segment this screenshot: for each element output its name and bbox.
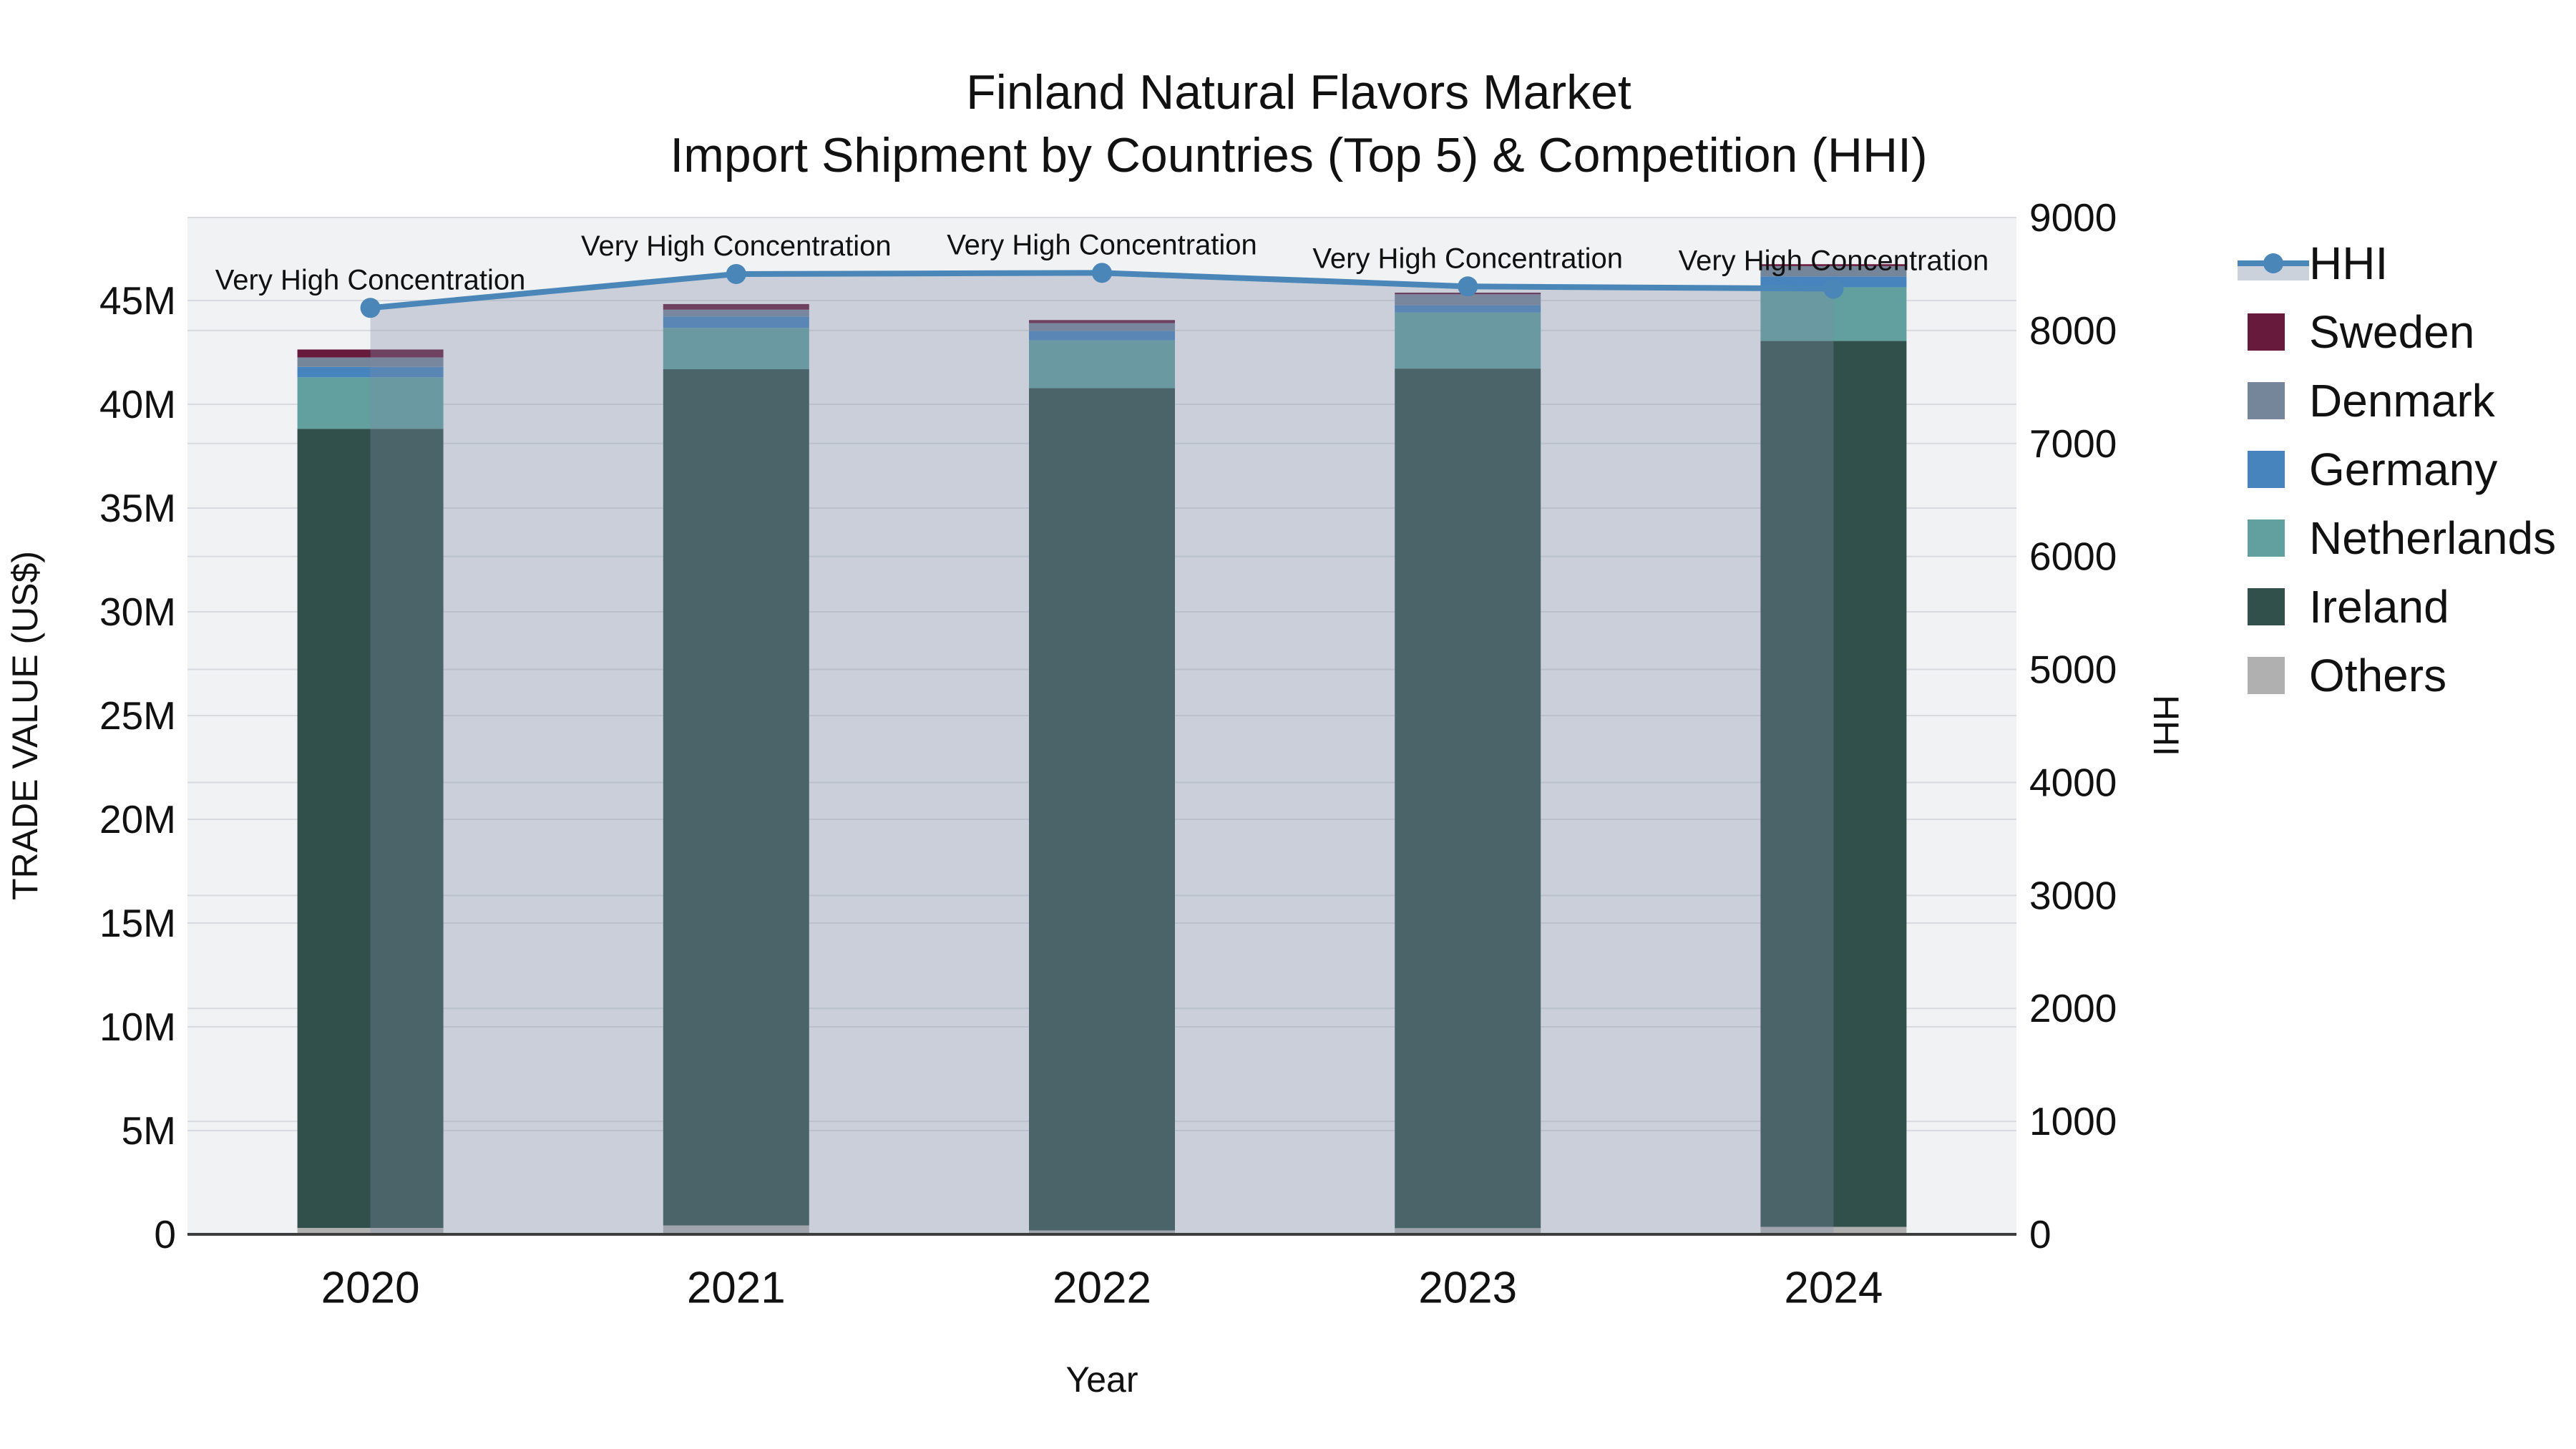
chart-title-line1: Finland Natural Flavors Market: [966, 65, 1631, 119]
bar-segment-germany-2021: [663, 316, 809, 328]
y-right-tick-3000: 3000: [2029, 873, 2117, 917]
legend-label-others: Others: [2309, 650, 2446, 701]
chart-title-line2: Import Shipment by Countries (Top 5) & C…: [670, 128, 1927, 182]
hhi-marker-2024: [1823, 278, 1844, 299]
bar-segment-denmark-2024: [1760, 265, 1907, 277]
legend-label-netherlands: Netherlands: [2309, 512, 2556, 564]
hhi-marker-2020: [360, 298, 381, 318]
bar-segment-others-2023: [1395, 1228, 1541, 1234]
legend-label-ireland: Ireland: [2309, 581, 2449, 633]
legend-hhi-marker-swatch: [2263, 253, 2283, 273]
hhi-marker-2021: [726, 263, 746, 284]
legend-swatch-germany: [2248, 451, 2285, 488]
bar-segment-ireland-2021: [663, 369, 809, 1226]
annotation-2020: Very High Concentration: [215, 264, 526, 296]
bar-segment-netherlands-2023: [1395, 312, 1541, 369]
y-axis-left-title: TRADE VALUE (US$): [5, 551, 45, 900]
legend-item-others[interactable]: Others: [2248, 650, 2446, 701]
legend-swatch-netherlands: [2248, 519, 2285, 557]
legend-label-sweden: Sweden: [2309, 306, 2474, 358]
bar-segment-denmark-2022: [1029, 323, 1175, 331]
annotations-layer: Very High Concentration Very High Concent…: [215, 229, 1989, 296]
y-left-tick-40M: 40M: [99, 382, 176, 426]
hhi-marker-2023: [1458, 276, 1478, 297]
bar-segment-denmark-2020: [297, 357, 444, 367]
y-right-tick-8000: 8000: [2029, 308, 2117, 353]
bar-segment-sweden-2020: [297, 349, 444, 358]
legend-item-germany[interactable]: Germany: [2248, 444, 2497, 495]
x-tick-2020: 2020: [321, 1264, 420, 1313]
y-right-tick-1000: 1000: [2029, 1099, 2117, 1143]
legend-item-hhi[interactable]: HHI: [2238, 238, 2388, 289]
y-right-tick-0: 0: [2029, 1212, 2051, 1257]
legend-swatch-sweden: [2248, 313, 2285, 351]
y-left-tick-20M: 20M: [99, 797, 176, 841]
legend-label-hhi: HHI: [2309, 238, 2388, 289]
bar-segment-germany-2022: [1029, 331, 1175, 341]
bar-segment-germany-2020: [297, 366, 444, 378]
annotation-2022: Very High Concentration: [947, 229, 1257, 260]
bar-segment-others-2024: [1760, 1226, 1907, 1234]
legend-item-denmark[interactable]: Denmark: [2248, 375, 2496, 426]
x-tick-2022: 2022: [1053, 1264, 1151, 1313]
y-right-tick-6000: 6000: [2029, 535, 2117, 579]
legend-label-denmark: Denmark: [2309, 375, 2496, 426]
y-left-tick-0: 0: [154, 1212, 176, 1257]
bar-segment-denmark-2021: [663, 309, 809, 317]
legend-swatch-others: [2248, 657, 2285, 694]
bar-segment-ireland-2023: [1395, 369, 1541, 1229]
y-axis-right-title: HHI: [2146, 695, 2186, 756]
legend-swatch-denmark: [2248, 382, 2285, 419]
bar-segment-others-2022: [1029, 1230, 1175, 1234]
bar-segment-sweden-2022: [1029, 320, 1175, 323]
legend-item-netherlands[interactable]: Netherlands: [2248, 512, 2556, 564]
y-left-tick-45M: 45M: [99, 278, 176, 323]
bar-segment-germany-2023: [1395, 305, 1541, 313]
y-right-tick-9000: 9000: [2029, 195, 2117, 240]
y-left-tick-5M: 5M: [122, 1108, 176, 1153]
bar-segment-sweden-2024: [1760, 264, 1907, 266]
x-tick-2023: 2023: [1418, 1264, 1517, 1313]
y-left-tick-30M: 30M: [99, 590, 176, 634]
bar-segment-ireland-2022: [1029, 388, 1175, 1231]
x-tick-2024: 2024: [1784, 1264, 1883, 1313]
annotation-2024: Very High Concentration: [1679, 245, 1989, 276]
annotation-2023: Very High Concentration: [1312, 243, 1623, 274]
bar-segment-others-2020: [297, 1228, 444, 1234]
legend-label-germany: Germany: [2309, 444, 2497, 495]
bar-segment-netherlands-2021: [663, 328, 809, 369]
legend: HHI Sweden Denmark Germany Netherlands Irelan…: [2238, 238, 2556, 701]
y-right-tick-5000: 5000: [2029, 648, 2117, 692]
y-right-tick-7000: 7000: [2029, 421, 2117, 466]
legend-item-ireland[interactable]: Ireland: [2248, 581, 2449, 633]
bar-segment-ireland-2020: [297, 429, 444, 1229]
y-left-tick-10M: 10M: [99, 1005, 176, 1049]
hhi-area-fill-layer: [370, 273, 1834, 1234]
y-right-tick-4000: 4000: [2029, 760, 2117, 804]
annotation-2021: Very High Concentration: [581, 230, 892, 262]
x-tick-2021: 2021: [687, 1264, 786, 1313]
y-right-tick-2000: 2000: [2029, 986, 2117, 1030]
legend-swatch-ireland: [2248, 588, 2285, 625]
bar-segment-ireland-2024: [1760, 341, 1907, 1227]
x-axis-title: Year: [1065, 1360, 1138, 1400]
tick-labels-layer: 0 5M 10M 15M 20M 25M 30M 35M 40M 45M 0 1000 2000 3000…: [99, 195, 2117, 1313]
hhi-line-layer: [360, 263, 1844, 318]
bar-segment-others-2021: [663, 1225, 809, 1234]
y-left-tick-25M: 25M: [99, 693, 176, 738]
legend-item-sweden[interactable]: Sweden: [2248, 306, 2474, 358]
bar-segment-denmark-2023: [1395, 294, 1541, 306]
bar-segment-netherlands-2022: [1029, 340, 1175, 389]
bar-segment-netherlands-2020: [297, 377, 444, 429]
stacked-bars-layer: [297, 264, 1907, 1234]
y-left-tick-15M: 15M: [99, 901, 176, 945]
hhi-area-fill: [370, 273, 1834, 1234]
hhi-marker-2022: [1092, 263, 1112, 283]
bar-segment-sweden-2021: [663, 303, 809, 310]
y-left-tick-35M: 35M: [99, 486, 176, 530]
